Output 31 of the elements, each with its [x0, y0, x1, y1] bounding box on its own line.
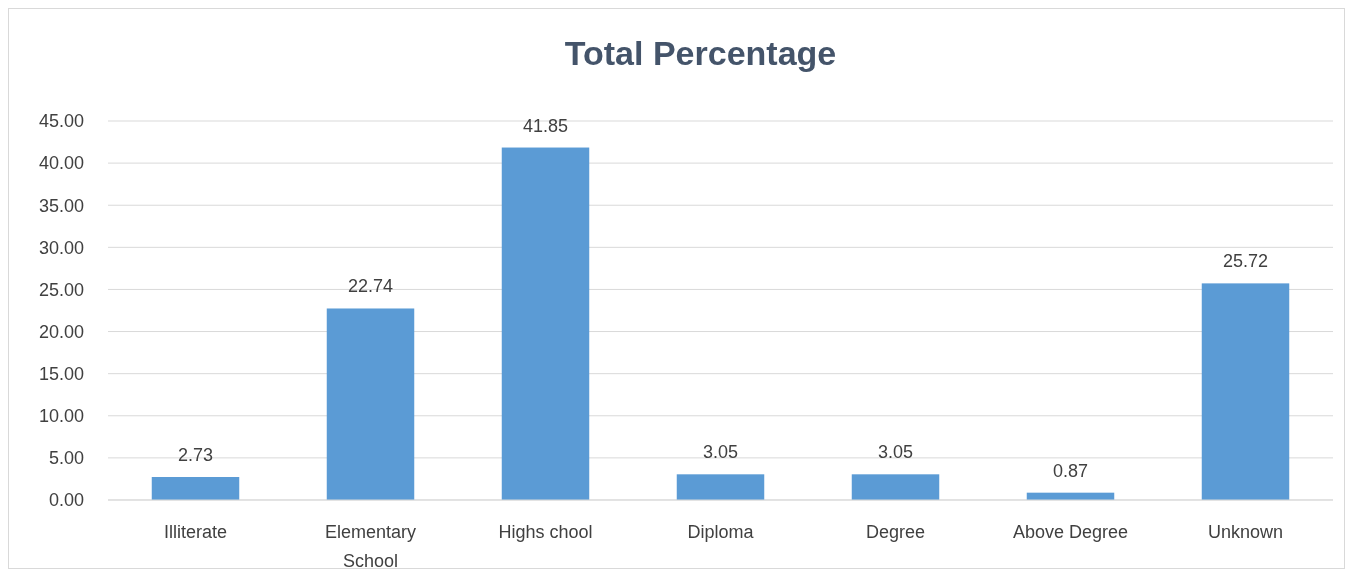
x-tick-label: Highs chool	[498, 522, 593, 542]
bar	[851, 474, 940, 500]
y-tick-label: 15.00	[38, 363, 84, 384]
data-label: 0.87	[1052, 460, 1089, 481]
data-label: 41.85	[522, 115, 569, 136]
x-tick-label: Illiterate	[163, 522, 228, 542]
y-tick-label: 45.00	[38, 111, 84, 132]
bar	[676, 474, 765, 500]
x-tick-label: Elementary School	[324, 522, 417, 571]
x-tick-label: Above Degree	[1012, 522, 1129, 542]
data-label: 22.74	[347, 276, 394, 297]
bar	[326, 308, 415, 500]
bar	[151, 477, 240, 500]
x-tick-label: Degree	[865, 522, 926, 542]
y-tick-label: 0.00	[48, 490, 84, 511]
chart-title: Total Percentage	[564, 34, 837, 72]
y-tick-label: 40.00	[38, 153, 84, 174]
y-tick-label: 5.00	[48, 448, 84, 469]
y-tick-label: 35.00	[38, 195, 84, 216]
y-tick-label: 20.00	[38, 321, 84, 342]
x-tick-label: Diploma	[687, 522, 755, 542]
data-label: 2.73	[177, 445, 214, 466]
bar	[501, 147, 590, 500]
y-tick-label: 25.00	[38, 279, 84, 300]
data-label: 3.05	[702, 442, 739, 463]
y-tick-label: 10.00	[38, 406, 84, 427]
y-tick-label: 30.00	[38, 237, 84, 258]
data-label: 25.72	[1222, 251, 1269, 272]
bar	[1201, 283, 1290, 500]
x-tick-label: Unknown	[1207, 522, 1284, 542]
data-label: 3.05	[877, 442, 914, 463]
